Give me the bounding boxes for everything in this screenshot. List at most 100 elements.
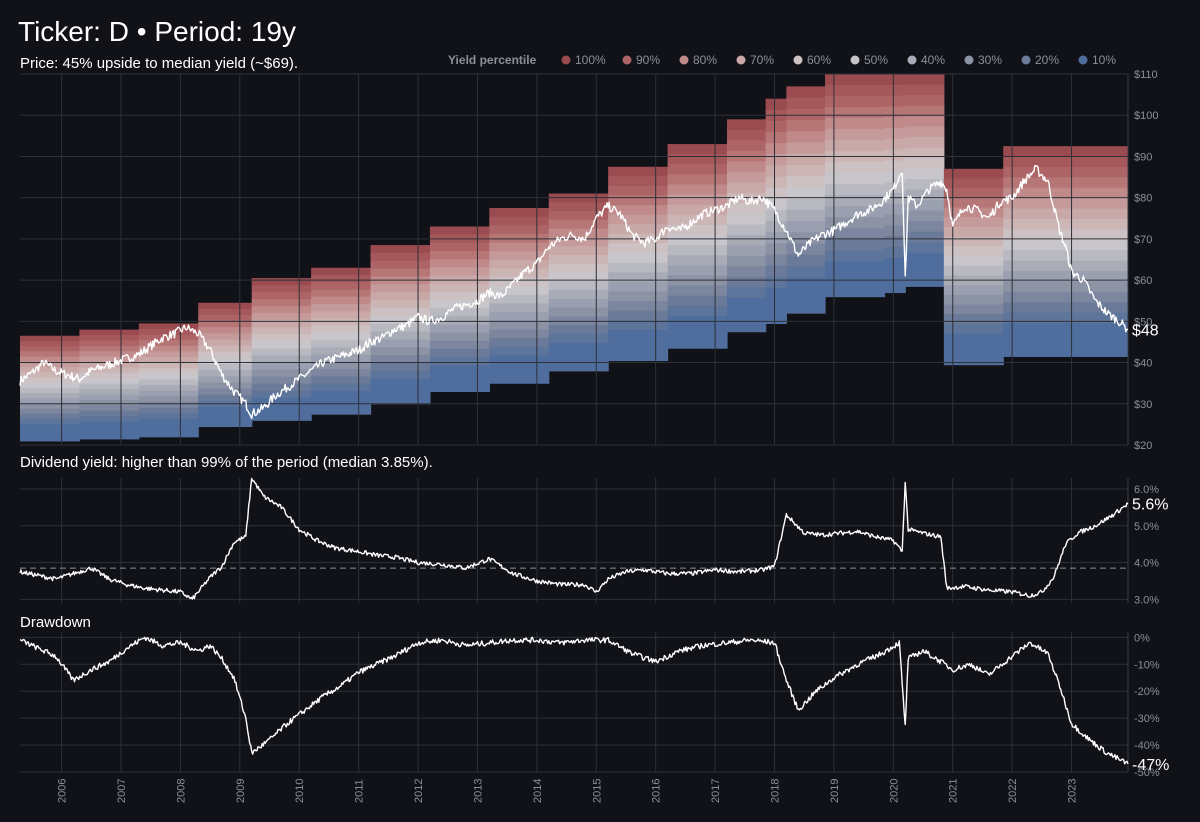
yield-band-5-11 (311, 347, 372, 356)
yield-caption: Dividend yield: higher than 99% of the p… (20, 454, 433, 471)
yield-band-9-0 (548, 193, 609, 203)
yield-band-19-14 (1003, 291, 1128, 303)
x-tick-label: 2007 (116, 779, 128, 803)
yield-band-10-10 (608, 262, 669, 273)
x-tick-label: 2012 (413, 779, 425, 803)
yield-band-11-11 (667, 255, 728, 266)
y-tick-label: $60 (1134, 275, 1152, 287)
y-tick-label: $80 (1134, 193, 1152, 205)
yield-band-0-13 (20, 403, 81, 410)
yield-band-13-3 (765, 132, 787, 144)
yield-band-15-15 (825, 239, 886, 251)
yield-band-2-8 (138, 368, 199, 375)
yield-band-6-7 (370, 300, 431, 309)
yield-band-3-17 (198, 406, 253, 428)
y-tick-label: $100 (1134, 110, 1158, 122)
yield-band-15-3 (825, 107, 886, 119)
yield-band-2-15 (138, 407, 199, 414)
yield-band-0-2 (20, 346, 81, 352)
x-tick-label: 2009 (235, 779, 247, 803)
yield-band-0-12 (20, 398, 81, 405)
yield-band-7-11 (429, 316, 490, 326)
yield-band-2-13 (138, 396, 199, 403)
x-tick-label: 2015 (591, 779, 603, 803)
yield-band-8-4 (489, 242, 550, 252)
legend-title: Yield percentile (448, 53, 537, 67)
yield-band-9-13 (548, 307, 609, 317)
yield-band-2-4 (138, 345, 199, 353)
legend-label: 40% (921, 53, 945, 67)
yield-band-6-1 (370, 252, 431, 262)
yield-band-9-10 (548, 281, 609, 291)
yield-band-17-7 (905, 147, 945, 159)
yield-band-16-6 (884, 138, 906, 151)
yield-band-0-1 (20, 340, 81, 347)
yield-band-14-7 (786, 164, 826, 177)
y-tick-label: -50% (1134, 767, 1160, 779)
yield-band-10-16 (608, 320, 669, 331)
yield-band-11-15 (667, 295, 728, 307)
yield-band-7-3 (429, 251, 490, 260)
yield-band-18-8 (943, 246, 1004, 257)
yield-band-10-0 (608, 166, 669, 177)
x-tick-label: 2022 (1007, 779, 1019, 803)
yield-band-17-2 (905, 95, 945, 107)
x-axis: 2006 2007 2008 2009 2010 2011 2012 2013 2014 2015… (57, 779, 1079, 803)
yield-band-13-7 (765, 176, 787, 189)
yield-band-4-10 (251, 348, 312, 357)
yield-band-0-4 (20, 356, 81, 363)
yield-band-4-3 (251, 299, 312, 307)
yield-band-17-11 (905, 189, 945, 201)
yield-band-13-5 (765, 154, 787, 167)
yield-band-12-12 (726, 245, 767, 257)
yield-band-18-2 (943, 188, 1004, 199)
yield-band-6-12 (370, 339, 431, 348)
yield-band-2-3 (138, 340, 199, 347)
yield-band-18-12 (943, 285, 1004, 296)
yield-band-18-15 (943, 314, 1004, 325)
yield-band-15-16 (825, 250, 886, 262)
yield-band-16-15 (884, 236, 906, 248)
yield-band-4-14 (251, 376, 312, 385)
yield-band-1-11 (79, 389, 140, 396)
yield-band-5-13 (311, 361, 372, 370)
yield-band-10-8 (608, 243, 669, 254)
yield-band-3-13 (198, 382, 253, 390)
yield-band-7-2 (429, 242, 490, 252)
y-tick-label: 5.0% (1134, 521, 1159, 533)
yield-band-8-6 (489, 260, 550, 270)
yield-band-16-1 (884, 84, 906, 97)
yield-band-17-0 (905, 74, 945, 86)
yield-band-14-17 (786, 277, 826, 314)
yield-band-16-16 (884, 247, 906, 259)
yield-band-5-5 (311, 303, 372, 312)
yield-band-14-9 (786, 187, 826, 200)
yield-band-1-0 (79, 329, 140, 336)
y-tick-label: -30% (1134, 713, 1160, 725)
yield-band-15-14 (825, 228, 886, 240)
yield-band-12-4 (726, 161, 767, 173)
yield-band-5-14 (311, 369, 372, 378)
legend-label: 10% (1092, 53, 1116, 67)
yield-band-9-7 (548, 254, 609, 265)
y-tick-label: 3.0% (1134, 594, 1159, 606)
yield-band-10-2 (608, 185, 669, 197)
yield-band-18-10 (943, 265, 1004, 277)
yield-band-11-16 (667, 305, 728, 317)
yield-band-12-8 (726, 203, 767, 215)
yield-band-0-11 (20, 393, 81, 399)
yield-band-10-17 (608, 329, 669, 362)
yield-band-13-8 (765, 187, 787, 200)
yield-band-6-15 (370, 362, 431, 372)
yield-band-13-16 (765, 276, 787, 289)
y-tick-label: -20% (1134, 686, 1160, 698)
x-tick-label: 2019 (829, 779, 841, 803)
y-tick-label: -10% (1134, 659, 1160, 671)
yield-band-3-10 (198, 364, 253, 371)
yield-band-9-17 (548, 342, 609, 372)
yield-band-5-0 (311, 267, 372, 276)
yield-band-3-1 (198, 308, 253, 316)
yield-band-1-16 (79, 416, 140, 423)
yield-band-18-14 (943, 304, 1004, 315)
yield-band-3-15 (198, 394, 253, 402)
